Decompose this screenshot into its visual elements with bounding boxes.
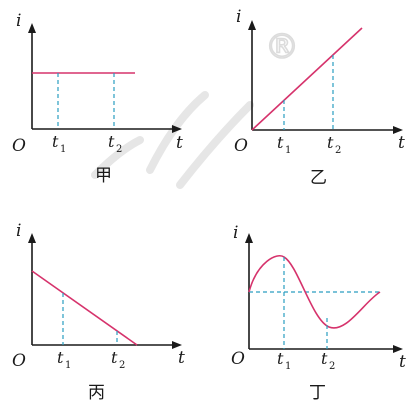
x-axis-label: t <box>398 133 405 153</box>
current-curve <box>31 270 138 346</box>
x-axis-label: t <box>178 348 185 368</box>
current-curve <box>248 255 381 329</box>
t2-subscript: 2 <box>119 360 125 371</box>
x-axis-arrow <box>393 126 403 134</box>
y-axis-arrow <box>248 20 256 30</box>
t2-subscript: 2 <box>329 361 335 372</box>
panel-jia: i t O t 1 t 2 甲 <box>12 11 183 186</box>
x-axis-arrow <box>172 341 182 349</box>
t2-subscript: 2 <box>116 144 122 155</box>
x-axis-label: t <box>399 352 406 372</box>
t1-subscript: 1 <box>60 144 66 155</box>
t1-subscript: 1 <box>65 360 71 371</box>
caption: 乙 <box>310 168 327 188</box>
origin-label: O <box>12 351 26 371</box>
t2-label: t <box>111 348 118 367</box>
y-axis-label: i <box>236 7 241 27</box>
y-axis-arrow <box>28 233 36 243</box>
y-axis-label: i <box>233 223 238 243</box>
x-axis-label: t <box>176 133 183 153</box>
caption: 丙 <box>88 383 105 403</box>
origin-label: O <box>231 349 245 369</box>
origin-label: O <box>234 136 248 156</box>
t1-label: t <box>52 132 59 151</box>
t2-label: t <box>327 133 334 152</box>
current-curve <box>251 27 363 131</box>
t2-label: t <box>321 349 328 368</box>
watermark: ® <box>91 26 300 189</box>
origin-label: O <box>12 136 26 156</box>
caption: 丁 <box>309 383 326 403</box>
t1-subscript: 1 <box>285 361 291 372</box>
panel-yi: i t O t 1 t 2 乙 <box>234 7 405 188</box>
panel-bing: i t O t 1 t 2 丙 <box>12 221 185 403</box>
registered-mark: ® <box>265 27 299 67</box>
panel-ding: i t O t 1 t 2 丁 <box>231 223 406 403</box>
x-axis-arrow <box>393 345 403 353</box>
y-axis-arrow <box>245 233 253 243</box>
t2-subscript: 2 <box>335 145 341 156</box>
t1-label: t <box>277 133 284 152</box>
caption: 甲 <box>95 166 112 186</box>
t1-label: t <box>277 349 284 368</box>
x-axis-arrow <box>172 125 182 133</box>
y-axis-label: i <box>16 11 21 31</box>
y-axis-label: i <box>16 221 21 241</box>
t1-subscript: 1 <box>285 145 291 156</box>
t2-label: t <box>108 132 115 151</box>
t1-label: t <box>57 348 64 367</box>
y-axis-arrow <box>28 23 36 33</box>
